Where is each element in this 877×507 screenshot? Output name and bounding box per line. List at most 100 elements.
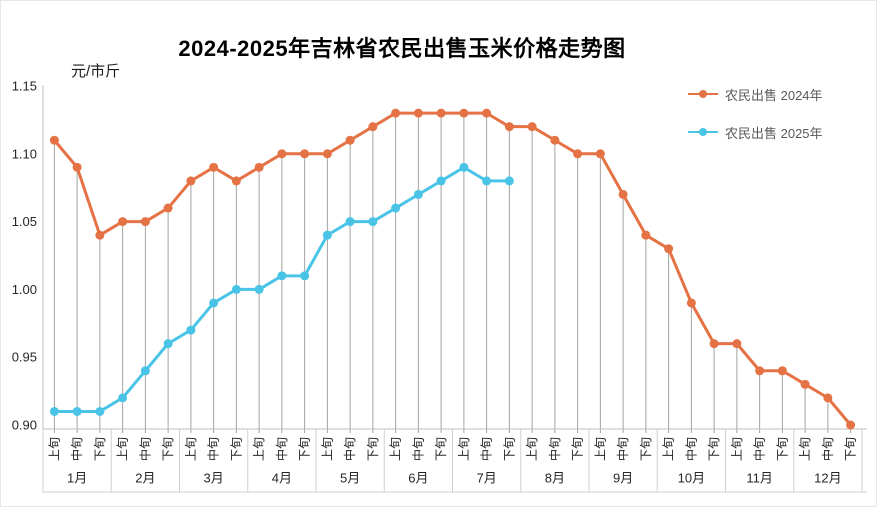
month-label: 1月: [67, 471, 87, 486]
data-point-2025: [391, 203, 401, 213]
legend-line-marker-2025: [688, 128, 718, 136]
period-label: 下旬: [502, 437, 516, 461]
data-point-2024: [459, 108, 469, 118]
data-point-2025: [345, 217, 355, 227]
data-point-2024: [846, 420, 856, 430]
data-point-2025: [482, 176, 492, 186]
y-tick-label: 1.10: [12, 146, 37, 161]
period-label: 中旬: [206, 437, 221, 461]
data-point-2024: [777, 366, 787, 376]
data-point-2024: [49, 135, 59, 145]
data-point-2024: [254, 162, 264, 172]
data-point-2024: [300, 149, 310, 159]
chart-title: 2024-2025年吉林省农民出售玉米价格走势图: [178, 36, 626, 61]
data-point-2024: [504, 122, 514, 132]
period-label: 下旬: [366, 437, 380, 461]
period-label: 下旬: [844, 437, 858, 461]
data-point-2024: [277, 149, 287, 159]
period-label: 上旬: [730, 437, 744, 461]
data-point-2024: [163, 203, 173, 213]
data-point-2024: [140, 217, 150, 227]
period-label: 上旬: [593, 437, 607, 461]
data-point-2024: [345, 135, 355, 145]
period-label: 下旬: [229, 437, 243, 461]
data-point-2024: [482, 108, 492, 118]
period-label: 下旬: [93, 437, 107, 461]
data-point-2025: [49, 406, 59, 416]
data-point-2024: [527, 122, 537, 132]
legend-label-2024: 农民出售 2024年: [725, 87, 823, 103]
data-point-2024: [186, 176, 196, 186]
data-point-2024: [72, 162, 82, 172]
data-point-2024: [550, 135, 560, 145]
period-label: 中旬: [274, 437, 289, 461]
data-point-2025: [504, 176, 514, 186]
data-point-2024: [413, 108, 423, 118]
data-point-2025: [231, 284, 241, 294]
data-point-2024: [686, 298, 696, 308]
month-label: 9月: [613, 471, 633, 486]
y-tick-label: 0.90: [12, 418, 37, 433]
legend-line-marker-2024: [688, 90, 718, 98]
period-label: 下旬: [571, 437, 585, 461]
period-label: 上旬: [457, 437, 471, 461]
period-label: 上旬: [47, 437, 61, 461]
series-line-2024: [52, 111, 853, 427]
data-point-2025: [163, 339, 173, 349]
period-label: 中旬: [137, 437, 152, 461]
legend-item-2024: 农民出售 2024年: [688, 86, 823, 103]
period-label: 上旬: [252, 437, 266, 461]
y-tick-label: 0.95: [12, 350, 37, 365]
data-point-2024: [709, 339, 719, 349]
data-point-2025: [368, 217, 378, 227]
period-label: 上旬: [662, 437, 676, 461]
data-point-2024: [664, 244, 674, 254]
data-point-2025: [72, 406, 82, 416]
data-point-2024: [732, 339, 742, 349]
month-label: 6月: [408, 471, 428, 486]
y-tick-label: 1.00: [12, 282, 37, 297]
period-label: 下旬: [434, 437, 448, 461]
data-point-2024: [641, 230, 651, 240]
legend-dot-icon-2024: [699, 90, 707, 98]
data-point-2025: [459, 162, 469, 172]
data-point-2025: [140, 366, 150, 376]
period-label: 下旬: [775, 437, 789, 461]
data-point-2025: [277, 271, 287, 281]
month-label: 4月: [272, 471, 292, 486]
data-point-2025: [413, 189, 423, 199]
data-point-2024: [95, 230, 105, 240]
data-point-2024: [209, 162, 219, 172]
data-point-2024: [436, 108, 446, 118]
period-label: 上旬: [320, 437, 334, 461]
legend-item-2025: 农民出售 2025年: [688, 124, 823, 141]
period-label: 中旬: [615, 437, 630, 461]
legend-label-2025: 农民出售 2025年: [725, 125, 823, 141]
data-point-2025: [95, 406, 105, 416]
data-point-2025: [254, 284, 264, 294]
y-axis-unit-label: 元/市斤: [71, 63, 121, 80]
data-point-2024: [755, 366, 765, 376]
period-label: 上旬: [184, 437, 198, 461]
period-label: 上旬: [798, 437, 812, 461]
period-label: 中旬: [410, 437, 425, 461]
period-label: 上旬: [525, 437, 539, 461]
data-point-2025: [322, 230, 332, 240]
period-label: 中旬: [752, 437, 767, 461]
period-label: 下旬: [298, 437, 312, 461]
month-label: 3月: [204, 471, 224, 486]
period-label: 下旬: [707, 437, 721, 461]
data-point-2024: [368, 122, 378, 132]
period-label: 中旬: [342, 437, 357, 461]
data-point-2025: [436, 176, 446, 186]
data-point-2024: [800, 379, 810, 389]
y-tick-label: 1.15: [12, 79, 37, 94]
data-point-2024: [595, 149, 605, 159]
data-point-2025: [118, 393, 128, 403]
data-point-2024: [118, 217, 128, 227]
month-label: 2月: [135, 471, 155, 486]
month-label: 7月: [477, 471, 497, 486]
period-label: 上旬: [389, 437, 403, 461]
